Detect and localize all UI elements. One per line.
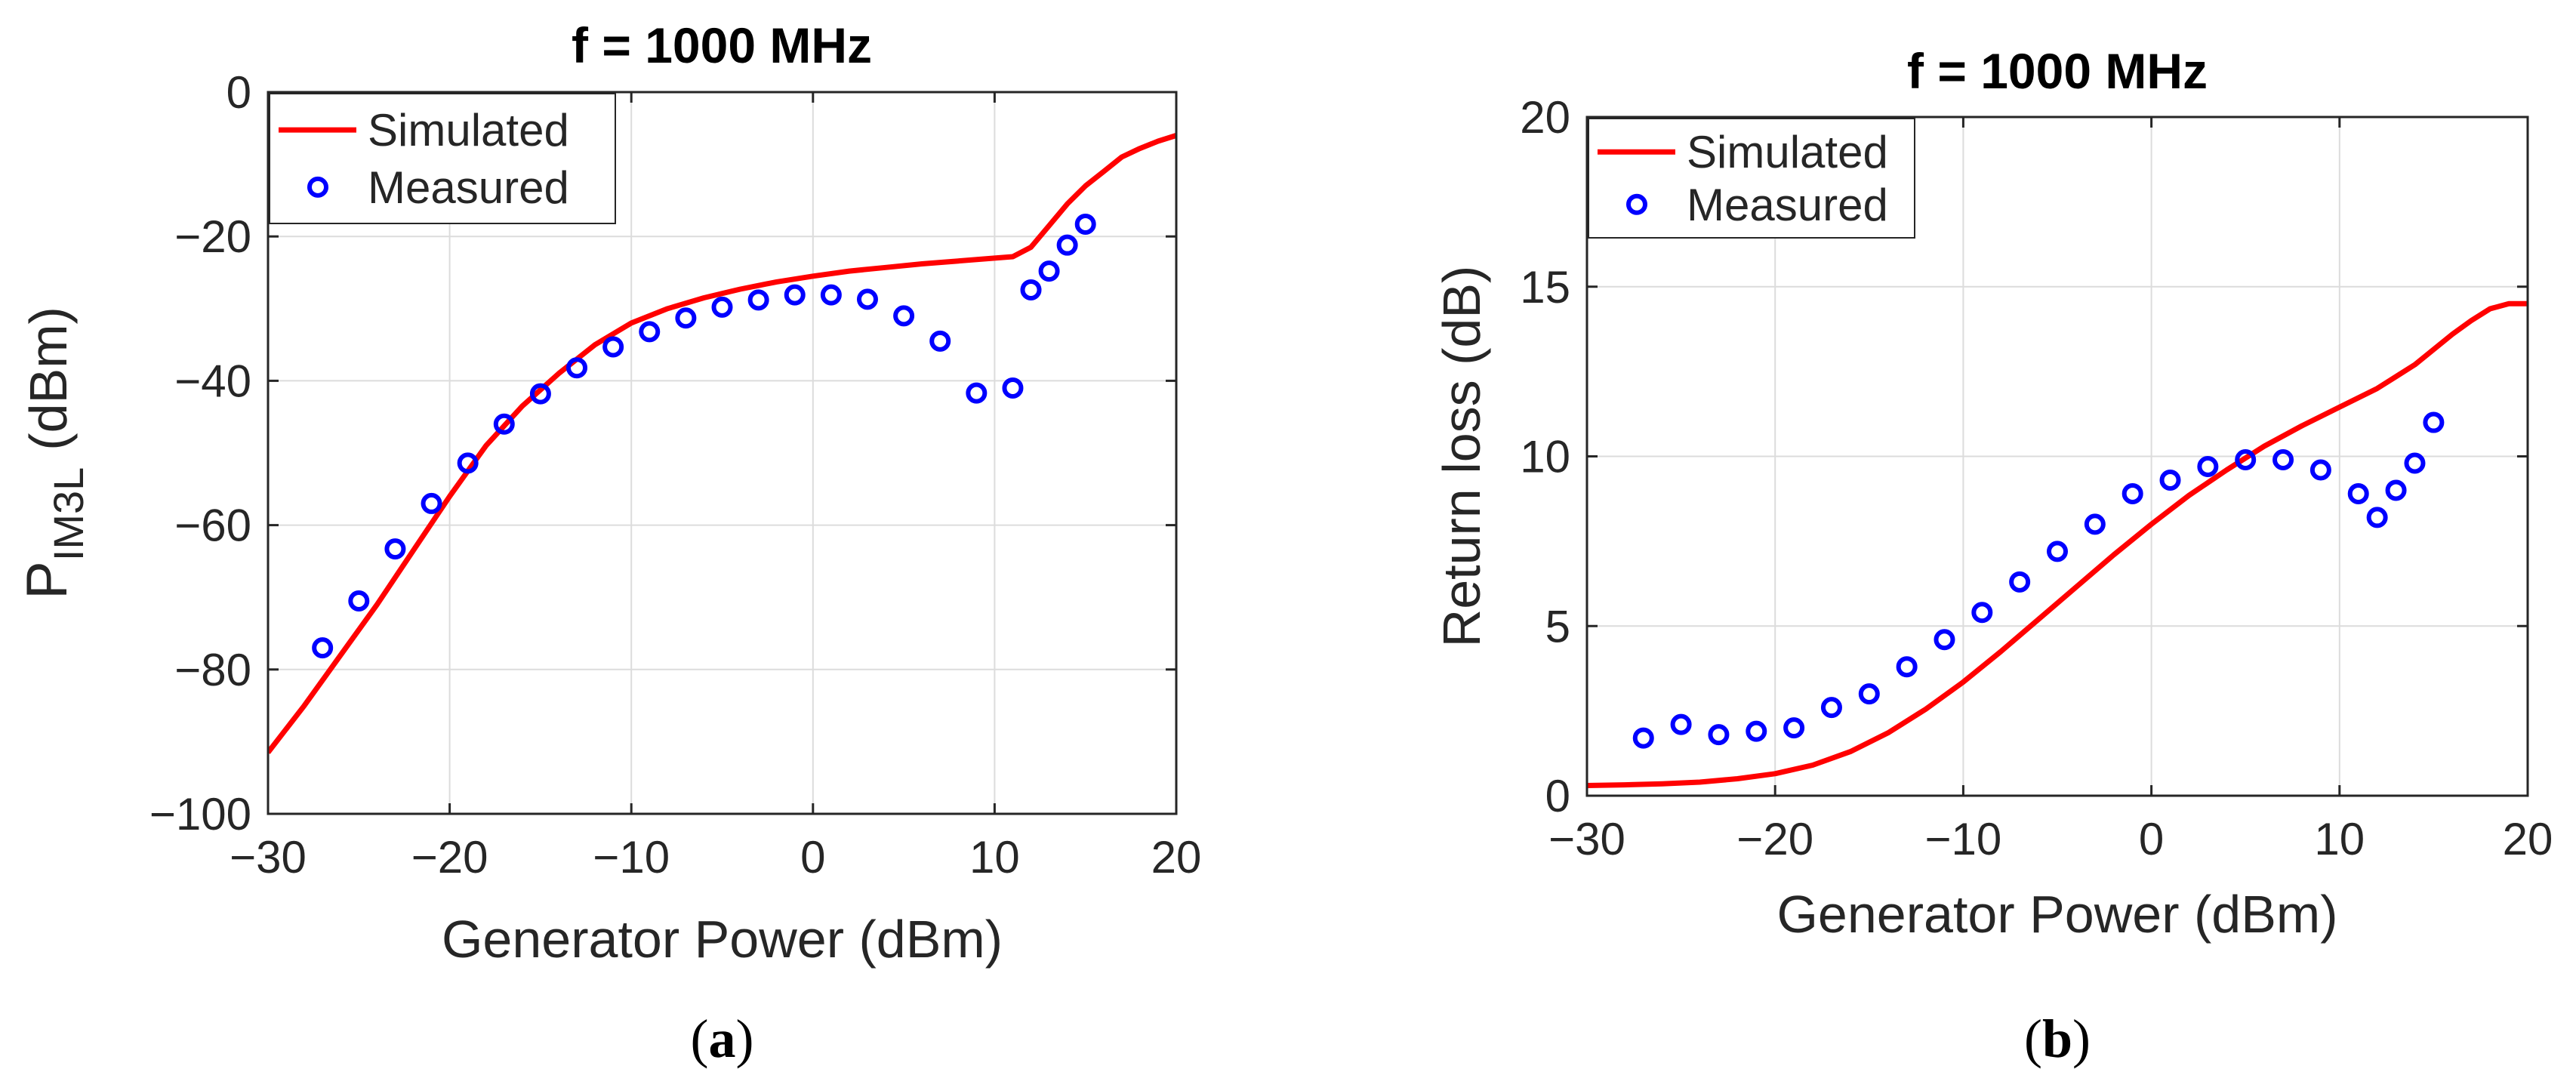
x-axis-label: Generator Power (dBm)	[442, 910, 1003, 969]
x-tick-label: 0	[800, 832, 825, 883]
measured-point	[820, 284, 842, 306]
x-tick-label: 10	[969, 832, 1020, 883]
measured-point	[1074, 213, 1096, 235]
legend-measured-label: Measured	[368, 162, 569, 213]
measured-point	[529, 383, 551, 405]
measured-point	[493, 413, 515, 435]
measured-point	[1020, 279, 1042, 300]
measured-point	[893, 305, 915, 327]
measured-point	[2009, 571, 2031, 593]
measured-point	[1708, 724, 1730, 746]
measured-point	[675, 307, 697, 329]
x-axis-label: Generator Power (dBm)	[1776, 885, 2337, 944]
measured-point	[2309, 459, 2331, 481]
x-tick-label: 10	[2314, 814, 2365, 864]
x-tick-label: −30	[1548, 814, 1625, 864]
measured-point	[1670, 713, 1692, 735]
measured-point	[1038, 260, 1060, 282]
measured-point	[2366, 507, 2388, 528]
measured-point	[2159, 469, 2181, 491]
measured-point	[2197, 455, 2219, 477]
axes-box	[267, 91, 1178, 815]
measured-point	[1934, 629, 1955, 651]
legend-simulated-label: Simulated	[1687, 127, 1888, 177]
measured-point	[1002, 377, 1024, 399]
legend-measured-label: Measured	[1687, 180, 1888, 230]
measured-point	[421, 492, 442, 514]
measured-point	[856, 288, 878, 310]
simulated-line	[1587, 300, 2528, 788]
measured-point	[384, 538, 406, 560]
measured-point	[2385, 479, 2407, 501]
x-tick-label: −10	[593, 832, 670, 883]
chart-panel-a: −30 −20 −10 0 10 20−100−80−60−40−200Simulated…	[15, 17, 1201, 1069]
measured-point	[2423, 411, 2445, 433]
y-tick-label: 5	[1545, 601, 1570, 652]
measured-point	[639, 321, 661, 343]
legend-box	[269, 93, 616, 224]
x-tick-label: −30	[230, 832, 307, 883]
panel-caption: (b)	[2024, 1009, 2091, 1069]
measured-point	[2347, 482, 2369, 504]
panel-caption: (a)	[691, 1009, 754, 1069]
x-tick-label: −20	[1736, 814, 1813, 864]
measured-point	[566, 357, 588, 379]
x-tick-label: 0	[2139, 814, 2164, 864]
measured-point	[312, 637, 334, 659]
x-tick-label: 20	[1151, 832, 1202, 883]
axes-box	[1585, 116, 2529, 797]
y-tick-label: 10	[1520, 432, 1570, 482]
measured-point	[929, 330, 951, 352]
measured-point	[1746, 720, 1767, 742]
legend-measured-swatch	[307, 176, 328, 198]
simulated-line	[268, 133, 1176, 754]
chart-title: f = 1000 MHz	[1907, 43, 2208, 99]
y-tick-label: 15	[1520, 262, 1570, 313]
legend-simulated-label: Simulated	[368, 105, 569, 156]
measured-point	[348, 590, 370, 612]
measured-point	[602, 336, 624, 358]
x-tick-label: −10	[1925, 814, 2002, 864]
legend-measured-swatch	[1626, 193, 1647, 215]
chart-title: f = 1000 MHz	[572, 17, 872, 73]
measured-point	[2404, 452, 2426, 474]
legend: Simulated Measured	[269, 93, 616, 224]
measured-point	[2272, 448, 2294, 470]
y-tick-label: 0	[226, 67, 251, 118]
y-axis-label: Return loss (dB)	[1432, 266, 1491, 648]
measured-point	[2122, 482, 2143, 504]
measured-point	[784, 284, 806, 306]
y-tick-label: −100	[149, 789, 251, 839]
measured-point	[1971, 602, 1993, 624]
y-tick-label: 20	[1520, 92, 1570, 143]
y-tick-label: 0	[1545, 771, 1570, 821]
x-tick-label: 20	[2503, 814, 2553, 864]
measured-point	[1056, 234, 1078, 256]
measured-point	[1632, 727, 1654, 749]
measured-point	[1858, 683, 1880, 705]
measured-point	[2235, 448, 2257, 470]
y-tick-label: −60	[174, 501, 251, 551]
measured-point	[1820, 697, 1842, 719]
legend-box	[1588, 118, 1915, 239]
measured-point	[1783, 717, 1805, 739]
measured-point	[1896, 656, 1918, 678]
measured-point	[966, 382, 988, 404]
y-axis-label: PIM3L(dBm)	[15, 307, 92, 599]
measured-point	[457, 452, 479, 474]
y-tick-label: −40	[174, 356, 251, 406]
measured-point	[747, 289, 769, 311]
measured-point	[2084, 513, 2106, 535]
y-tick-label: −20	[174, 211, 251, 262]
y-tick-label: −80	[174, 645, 251, 695]
measured-point	[711, 296, 733, 318]
measured-point	[2047, 541, 2068, 562]
x-tick-label: −20	[411, 832, 488, 883]
